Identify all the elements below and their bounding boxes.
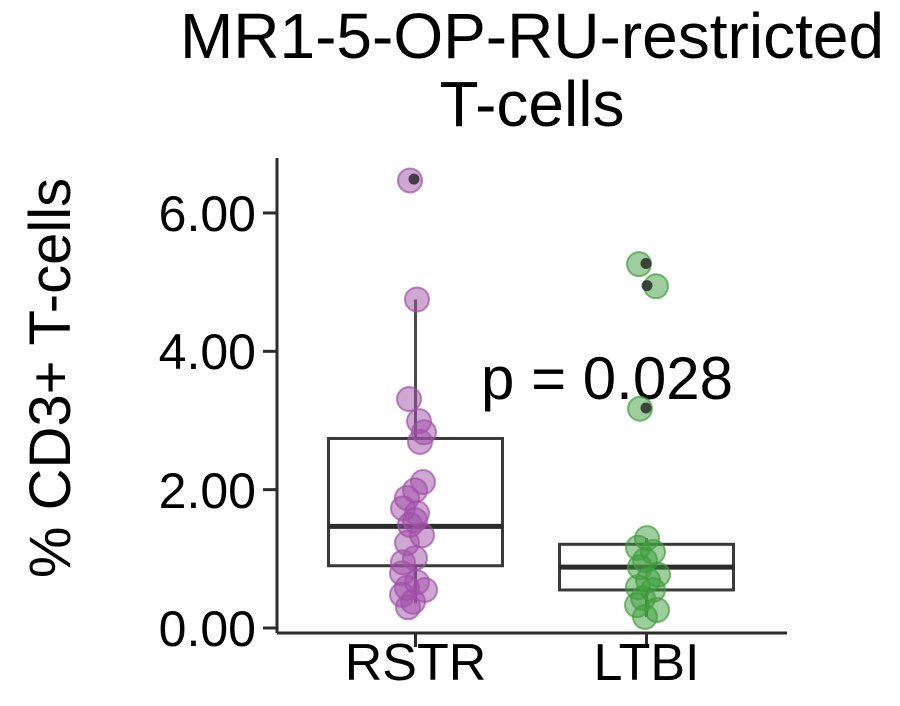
data-point — [404, 286, 430, 313]
y-tick-label-0: 0.00 — [159, 601, 256, 657]
flagged-data-point — [640, 257, 652, 269]
x-category-label-rstr: RSTR — [345, 634, 487, 692]
flagged-data-point — [640, 402, 652, 414]
y-axis-label: % CD3+ T-cells — [18, 178, 83, 578]
p-value-annotation: p = 0.028 — [481, 345, 733, 412]
data-point — [396, 386, 422, 413]
data-points-layer — [389, 167, 671, 630]
flagged-data-point — [641, 280, 653, 292]
data-point — [395, 594, 421, 621]
x-category-label-ltbi: LTBI — [594, 634, 700, 692]
data-point — [407, 428, 433, 455]
y-tick-label-2: 2.00 — [159, 463, 256, 519]
flagged-data-point — [408, 173, 420, 185]
chart-title-line2: T-cells — [440, 68, 625, 140]
y-tick-label-4: 4.00 — [159, 324, 256, 380]
y-tick-label-6: 6.00 — [159, 186, 256, 242]
data-point — [632, 603, 658, 630]
chart-title-line1: MR1-5-OP-RU-restricted — [180, 0, 884, 72]
